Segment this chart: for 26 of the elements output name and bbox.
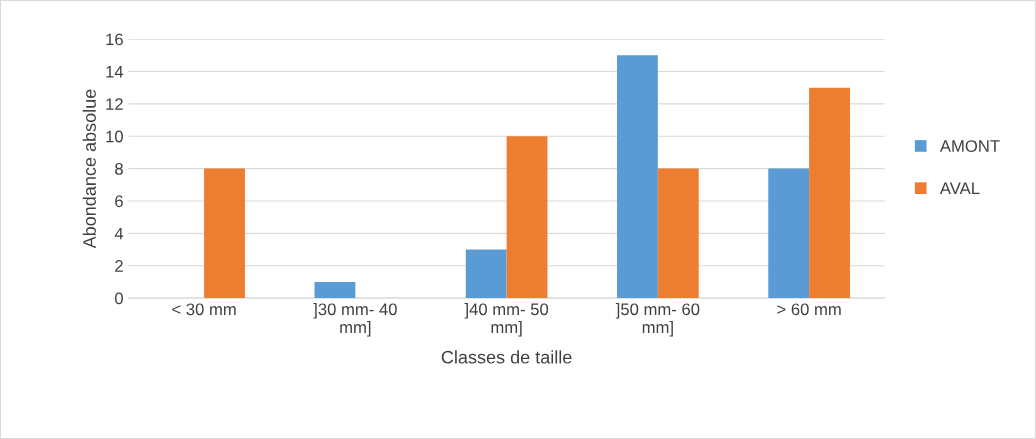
bar <box>204 168 245 299</box>
x-tick-label: ]30 mm- 40 mm] <box>313 302 397 337</box>
y-tick-label: 8 <box>115 162 123 175</box>
x-tick-label: ]40 mm- 50 mm] <box>464 302 549 337</box>
y-tick-label: 12 <box>106 98 123 110</box>
legend-label: AMONT <box>939 140 1000 152</box>
bar <box>617 55 658 299</box>
y-tick-label: 14 <box>106 66 124 78</box>
bar <box>809 87 850 299</box>
y-tick-label: 4 <box>114 227 124 240</box>
x-tick-label: > 60 mm <box>777 303 841 316</box>
x-axis-title: Classes de taille <box>441 350 572 364</box>
y-tick-label: 10 <box>106 130 123 143</box>
x-tick-label: ]50 mm- 60 mm] <box>615 302 700 337</box>
bar <box>657 168 699 299</box>
y-tick-label: 6 <box>115 195 123 208</box>
legend-label: AVAL <box>939 182 980 194</box>
y-tick-label: 16 <box>106 33 123 46</box>
bar <box>465 249 507 299</box>
x-tick-label: < 30 mm <box>172 303 236 316</box>
bar <box>768 168 810 299</box>
y-axis-title: Abondance absolue <box>82 89 96 249</box>
bar <box>314 281 356 299</box>
y-tick-label: 0 <box>114 292 123 305</box>
bar <box>506 136 548 299</box>
y-tick-label: 2 <box>115 260 123 272</box>
